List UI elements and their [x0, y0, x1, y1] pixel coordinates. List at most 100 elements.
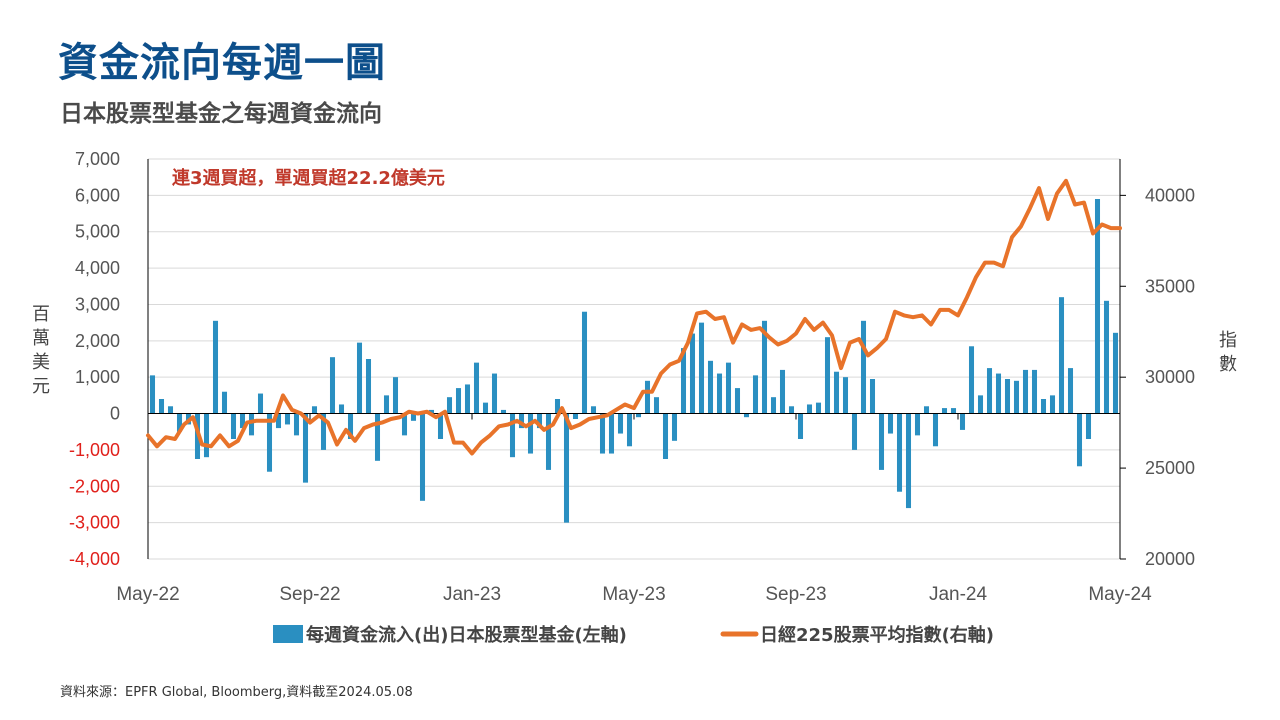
bar: [797, 413, 804, 439]
y-left-axis-label: 美: [32, 352, 50, 373]
bar: [554, 399, 561, 414]
bar: [914, 413, 921, 436]
bar: [149, 375, 156, 414]
y-left-tick-label: 7,000: [75, 149, 120, 169]
bar: [1040, 399, 1047, 414]
bar: [887, 413, 894, 434]
bar: [977, 395, 984, 414]
page-subtitle: 日本股票型基金之每週資金流向: [60, 101, 382, 127]
bar: [374, 413, 381, 461]
bar: [779, 369, 786, 414]
bar: [986, 368, 993, 414]
bar: [599, 413, 606, 454]
bar: [905, 413, 912, 509]
bar: [203, 413, 210, 458]
y-left-tick-label: 2,000: [75, 331, 120, 351]
bar: [761, 320, 768, 414]
bar: [689, 333, 696, 414]
bar: [563, 413, 570, 523]
x-tick-label: Jan-24: [929, 584, 988, 605]
bar: [923, 406, 930, 414]
bar: [1013, 380, 1020, 414]
bar: [959, 413, 966, 430]
y-left-tick-label: -1,000: [69, 440, 120, 460]
bar: [608, 413, 615, 454]
bar: [734, 388, 741, 414]
bar-series: [149, 199, 1119, 523]
bar: [635, 413, 642, 418]
bar: [626, 413, 633, 447]
grid-lines: [147, 158, 1126, 560]
bar: [464, 384, 471, 414]
bar: [662, 413, 669, 459]
y-left-tick-label: 0: [110, 404, 120, 424]
bar: [473, 362, 480, 414]
bar: [446, 397, 453, 414]
tick-labels: 7,000 6,000 5,000 4,000 3,000 2,000 1,000 0 -1,0…: [69, 149, 1195, 605]
bar: [1004, 379, 1011, 414]
legend-bar-label: 每週資金流入(出)日本股票型基金(左軸): [306, 624, 627, 646]
bar: [176, 413, 183, 432]
bar: [932, 413, 939, 447]
bar: [1112, 332, 1119, 414]
bar: [239, 413, 246, 429]
bar: [419, 413, 426, 501]
bar: [896, 413, 903, 492]
bar: [248, 413, 255, 436]
bar: [1067, 368, 1074, 414]
bar: [950, 408, 957, 414]
bar: [743, 413, 750, 418]
bar: [995, 373, 1002, 414]
bar: [1076, 413, 1083, 467]
bar: [572, 413, 579, 419]
bar: [860, 320, 867, 414]
y-left-tick-label: 5,000: [75, 222, 120, 242]
bar: [941, 408, 948, 414]
bar: [707, 360, 714, 414]
y-left-tick-label: 3,000: [75, 294, 120, 314]
bar: [653, 397, 660, 414]
bar: [1031, 369, 1038, 414]
page-title: 資金流向每週一圖: [58, 40, 386, 86]
bar: [644, 380, 651, 414]
x-axis: [147, 413, 1121, 420]
bar: [878, 413, 885, 470]
bar: [230, 413, 237, 439]
bar: [311, 406, 318, 414]
bar: [545, 413, 552, 470]
y-left-tick-label: 1,000: [75, 367, 120, 387]
legend-bar-swatch: [273, 625, 303, 643]
y-left-axis-label: 百: [32, 304, 50, 325]
bar: [482, 402, 489, 414]
bar: [401, 413, 408, 436]
bar: [698, 322, 705, 414]
bar: [212, 320, 219, 414]
line-series: [146, 178, 1122, 456]
y-right-tick-label: 20000: [1145, 549, 1195, 569]
nikkei-line: [146, 178, 1122, 456]
x-tick-label: Jan-23: [443, 584, 501, 605]
bar: [365, 359, 372, 414]
y-right-tick-label: 30000: [1145, 367, 1195, 387]
bar: [284, 413, 291, 425]
bar: [851, 413, 858, 450]
bar: [581, 311, 588, 414]
bar: [221, 391, 228, 414]
y-left-axis-label: 萬: [32, 328, 50, 349]
bar: [437, 413, 444, 439]
bar: [527, 413, 534, 454]
bar: [725, 362, 732, 414]
y-right-tick-label: 35000: [1145, 276, 1195, 296]
bar: [455, 388, 462, 414]
y-left-tick-label: 6,000: [75, 185, 120, 205]
y-right-axis-label: 數: [1219, 354, 1237, 375]
bar: [509, 413, 516, 458]
x-tick-label: May-22: [116, 584, 179, 605]
y-left-tick-label: -4,000: [69, 549, 120, 569]
bar: [491, 373, 498, 414]
bar: [167, 406, 174, 414]
x-tick-label: May-24: [1088, 584, 1152, 605]
bar: [869, 379, 876, 414]
bar: [383, 395, 390, 414]
